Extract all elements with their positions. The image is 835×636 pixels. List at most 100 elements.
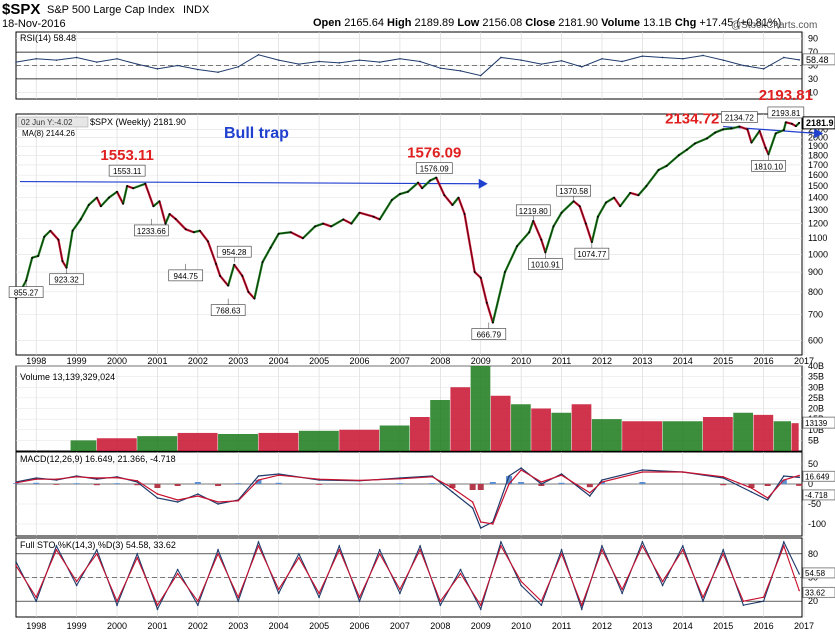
sto-k-point <box>55 545 58 547</box>
price-last-value: 2181.9 <box>806 118 834 128</box>
macd-histogram-bar <box>73 483 80 484</box>
x-tick-label-bottom: 2002 <box>188 621 208 631</box>
y-tick-label-volume: 40B <box>808 361 824 371</box>
macd-histogram-bar <box>215 484 222 486</box>
price-point <box>798 121 801 124</box>
macd-histogram-bar <box>780 480 787 484</box>
price-point <box>596 215 599 218</box>
sto-title: Full STO %K(14,3) %D(3) 54.58, 33.62 <box>20 540 176 550</box>
signal-point <box>492 523 494 525</box>
rsi-point <box>459 70 462 72</box>
volume-bar <box>298 430 339 451</box>
price-label-box <box>556 184 591 197</box>
sto-d-point <box>217 553 219 555</box>
signal-point <box>783 479 785 481</box>
rsi-point <box>35 58 38 60</box>
x-tick-label-top: 2002 <box>188 356 208 366</box>
sto-d-point <box>338 549 341 551</box>
peak-label-box <box>721 111 758 123</box>
price-point <box>277 232 280 235</box>
price-extreme-label: 1074.77 <box>577 250 606 259</box>
rsi-point <box>378 61 381 63</box>
peak-annotation: 1576.09 <box>407 145 461 162</box>
price-point <box>71 229 74 232</box>
signal-point <box>589 492 591 494</box>
sto-d-point <box>601 549 603 551</box>
macd-histogram-bar <box>506 476 513 484</box>
price-extreme-label: 954.28 <box>222 248 247 257</box>
macd-histogram-bar <box>93 484 100 486</box>
signal-point <box>750 487 753 489</box>
macd-hist-last-value: -4.718 <box>805 491 828 500</box>
signal-point <box>156 493 159 495</box>
date-tag-box <box>17 116 89 128</box>
price-point <box>330 225 333 228</box>
price-point <box>43 235 46 238</box>
rsi-line <box>15 54 800 77</box>
price-point <box>301 237 304 240</box>
price-point <box>168 213 171 216</box>
sto-k-point <box>702 600 704 602</box>
sto-d-point <box>35 596 38 599</box>
price-point <box>479 276 482 279</box>
macd-histogram-bar <box>764 484 771 486</box>
price-point <box>764 146 767 149</box>
open-value: 2165.64 <box>344 17 384 29</box>
price-point <box>192 231 195 234</box>
macd-histogram-bar <box>235 483 242 484</box>
sto-k-point <box>116 604 118 606</box>
macd-last-value-box <box>802 470 835 482</box>
sto-k-point <box>540 604 543 606</box>
rsi-point <box>358 59 361 61</box>
y-tick-label-rsi: 90 <box>808 34 818 44</box>
price-point <box>107 196 110 199</box>
price-extreme-label: 768.63 <box>216 307 241 316</box>
sto-d-point <box>621 588 623 591</box>
macd-histogram-bar <box>154 484 161 488</box>
price-point <box>144 182 147 185</box>
rsi-point <box>681 58 684 60</box>
sto-d-point <box>520 580 522 583</box>
x-tick-label-top: 2004 <box>269 356 289 366</box>
x-tick-label-top: 2016 <box>754 356 774 366</box>
price-point <box>677 154 680 157</box>
signal-point <box>257 479 260 481</box>
rsi-point <box>298 63 300 65</box>
rsi-point <box>621 60 623 63</box>
rsi-point <box>500 56 502 59</box>
volume-bar <box>531 408 551 451</box>
x-tick-label-bottom: 2005 <box>309 621 329 631</box>
sto-k-point <box>298 553 300 555</box>
x-tick-label-top: 2008 <box>430 356 450 366</box>
macd-line <box>15 467 800 529</box>
sto-k-point <box>783 541 785 543</box>
sto-k-point <box>681 545 684 547</box>
sto-d-point <box>641 545 644 547</box>
price-point <box>758 129 761 132</box>
signal-point <box>451 487 454 489</box>
y-tick-label-price: 700 <box>808 309 823 319</box>
trendline-arrowhead <box>814 128 824 139</box>
sto-d-point <box>661 580 664 583</box>
price-point <box>578 205 581 208</box>
price-point <box>451 203 454 206</box>
y-tick-label-volume: 25B <box>808 393 824 403</box>
exchange: INDX <box>183 4 210 16</box>
y-tick-label-price: 1300 <box>808 205 828 215</box>
peak-value-box-label: 2193.81 <box>771 109 800 118</box>
rsi-point <box>277 59 280 61</box>
price-label-box <box>574 247 610 260</box>
macd-histogram-bar <box>489 482 496 484</box>
macd-point <box>277 473 280 475</box>
sto-d-point <box>439 600 442 602</box>
rsi-point <box>479 74 482 77</box>
price-point <box>358 211 361 214</box>
signal-point <box>318 478 320 481</box>
x-tick-label-bottom: 2006 <box>349 621 369 631</box>
y-tick-label-price: 800 <box>808 287 823 297</box>
y-tick-label-price: 600 <box>808 335 823 345</box>
sto-d-line <box>15 544 800 607</box>
macd-hist-last-value-box <box>802 489 835 501</box>
rsi-point <box>742 64 745 67</box>
